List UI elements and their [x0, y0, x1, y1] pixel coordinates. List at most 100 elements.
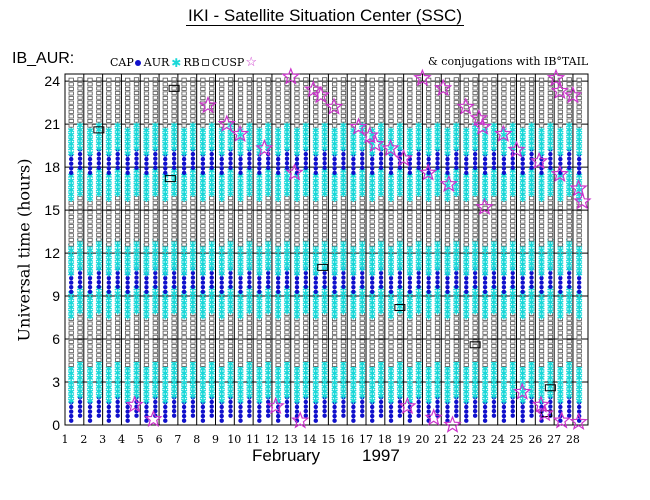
rb-point: [181, 339, 187, 344]
aur-point: ✱: [264, 176, 272, 186]
rb-point: [303, 311, 309, 316]
cap-point: [388, 161, 394, 166]
rb-point: [397, 205, 403, 210]
cap-point: [181, 275, 187, 281]
aur-point: ✱: [321, 365, 329, 375]
aur-point: ✱: [170, 308, 178, 318]
rb-point: [237, 344, 244, 349]
rb-point: [115, 209, 121, 214]
aur-point: ✱: [302, 255, 310, 265]
rb-point: [246, 344, 252, 349]
rb-point: [388, 326, 394, 331]
rb-point: [294, 349, 300, 354]
rb-point: [407, 316, 413, 321]
aur-point: ✱: [76, 131, 84, 141]
aur-point: ✱: [415, 121, 423, 131]
rb-point: [171, 353, 177, 358]
aur-point: ✱: [256, 247, 264, 257]
cap-point: [303, 147, 309, 152]
x-tick-label: 12: [265, 433, 279, 446]
cap-point: [171, 284, 177, 289]
rb-point: [284, 321, 290, 326]
cap-point: [144, 166, 149, 171]
rb-point: [482, 96, 488, 101]
aur-point: ✱: [67, 242, 75, 252]
aur-point: ✱: [350, 172, 358, 182]
aur-point: ✱: [434, 369, 442, 379]
rb-point: [256, 321, 262, 326]
aur-point: ✱: [76, 176, 84, 186]
rb-point: [143, 82, 150, 87]
cap-point: [181, 400, 187, 405]
rb-point: [275, 86, 281, 91]
aur-point: ✱: [463, 140, 471, 150]
rb-point: [557, 353, 563, 358]
aur-point: ✱: [340, 167, 348, 177]
cap-point: [219, 404, 224, 410]
aur-point: ✱: [321, 242, 329, 252]
cap-point: [284, 165, 290, 171]
rb-point: [313, 330, 319, 335]
rb-point: [209, 209, 215, 214]
rb-point: [350, 214, 357, 219]
cap-point: [370, 271, 375, 276]
aur-point: ✱: [76, 285, 84, 295]
cap-point: [106, 413, 112, 419]
rb-point: [369, 96, 375, 101]
aur-point: ✱: [218, 260, 226, 270]
cap-point: [125, 284, 130, 290]
cap-point: [96, 395, 102, 400]
rb-point: [275, 210, 281, 215]
rb-point: [209, 91, 215, 96]
cap-point: [482, 161, 488, 166]
aur-point: ✱: [377, 181, 385, 191]
aur-point: ✱: [368, 383, 376, 393]
cap-point: [257, 413, 262, 419]
cap-point: [294, 161, 300, 166]
rb-point: [378, 228, 384, 233]
y-tick-label: 12: [44, 245, 60, 261]
cap-point: [539, 280, 544, 285]
cap-point: [351, 275, 356, 281]
rb-point: [265, 219, 271, 224]
rb-point: [162, 242, 168, 247]
cap-point: [454, 270, 459, 276]
rb-point: [538, 77, 545, 82]
rb-point: [152, 232, 158, 237]
aur-point: ✱: [453, 181, 461, 191]
rb-point: [407, 339, 413, 344]
rb-point: [359, 311, 365, 316]
rb-point: [265, 232, 271, 237]
rb-point: [275, 82, 281, 87]
aur-point: ✱: [453, 190, 461, 200]
cap-point: [407, 289, 413, 294]
rb-point: [133, 348, 140, 353]
cap-point: [472, 156, 478, 161]
rb-point: [434, 344, 441, 349]
aur-point: ✱: [218, 270, 226, 280]
rb-point: [133, 81, 140, 86]
aur-point: ✱: [331, 260, 339, 270]
aur-point: ✱: [302, 131, 310, 141]
aur-point: ✱: [218, 383, 226, 393]
rb-point: [426, 123, 432, 128]
cap-point: [238, 418, 243, 423]
aur-point: ✱: [463, 256, 471, 266]
cap-point: [265, 279, 271, 285]
aur-point: ✱: [350, 299, 358, 309]
aur-point: ✱: [246, 289, 254, 299]
cap-point: [303, 399, 309, 405]
cap-point: [360, 161, 365, 166]
rb-point: [265, 357, 271, 362]
cap-point: [219, 275, 224, 281]
rb-point: [510, 344, 516, 349]
rb-point: [313, 358, 319, 363]
aur-point: ✱: [256, 186, 264, 196]
rb-point: [340, 325, 347, 330]
aur-point: ✱: [293, 397, 301, 407]
rb-point: [397, 357, 403, 362]
rb-point: [359, 196, 365, 201]
rb-point: [350, 330, 357, 335]
aur-point: ✱: [302, 369, 310, 379]
aur-point: ✱: [208, 172, 216, 182]
